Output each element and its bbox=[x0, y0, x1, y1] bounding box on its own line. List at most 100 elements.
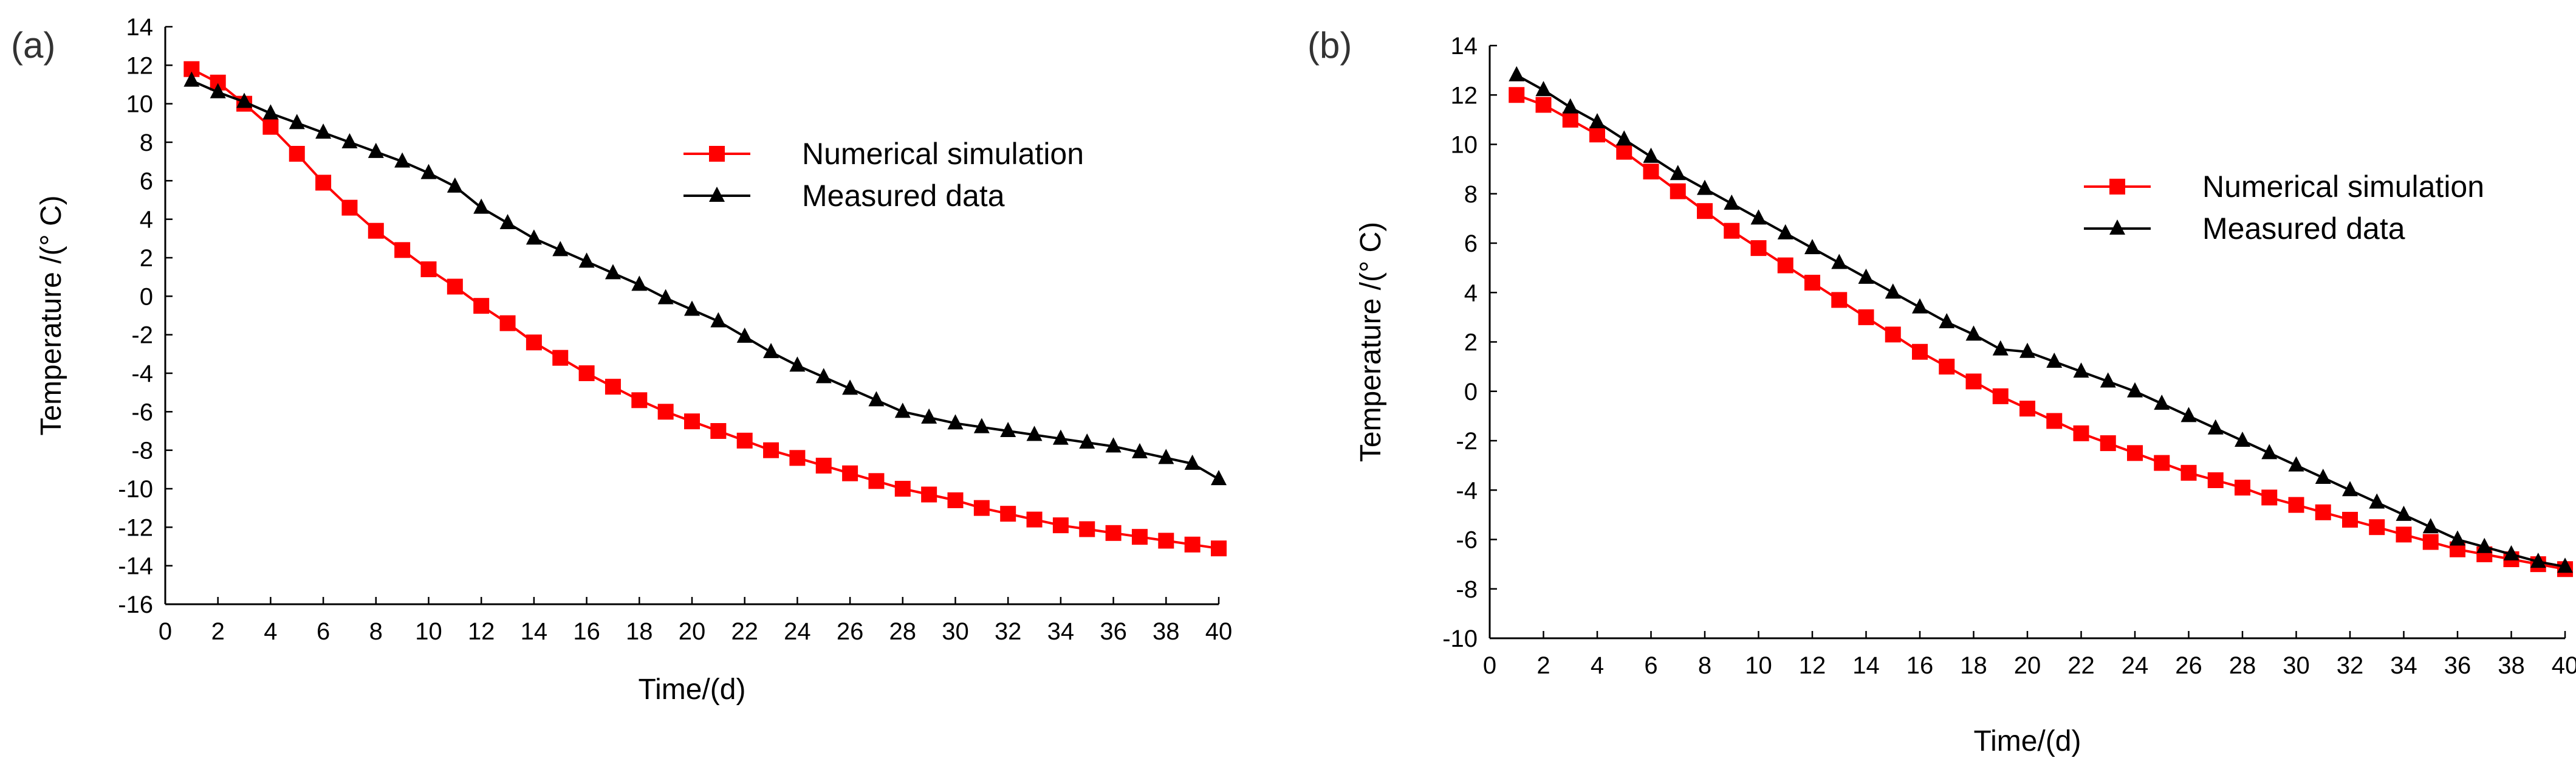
y-tick-label: 14 bbox=[1451, 33, 1478, 60]
data-point bbox=[2369, 519, 2385, 536]
x-tick-label: 28 bbox=[889, 618, 917, 645]
data-point bbox=[1858, 309, 1874, 325]
y-tick-label: 4 bbox=[1464, 280, 1478, 306]
x-tick-label: 40 bbox=[1205, 618, 1233, 645]
legend-label: Measured data bbox=[2202, 212, 2405, 246]
data-point bbox=[2100, 435, 2116, 452]
y-tick-label: -10 bbox=[1442, 626, 1478, 652]
data-point bbox=[473, 198, 490, 214]
data-point bbox=[447, 177, 463, 193]
data-point bbox=[1079, 521, 1095, 537]
data-point bbox=[2288, 497, 2304, 513]
legend: Numerical simulation Measured data bbox=[683, 137, 1084, 213]
data-point bbox=[262, 104, 279, 120]
data-point bbox=[1105, 437, 1122, 453]
data-point bbox=[2235, 480, 2250, 496]
x-tick-label: 40 bbox=[2552, 652, 2576, 679]
x-tick-label: 32 bbox=[2337, 652, 2364, 679]
data-point bbox=[1912, 343, 1928, 360]
data-point bbox=[2530, 553, 2546, 568]
data-point bbox=[2127, 445, 2143, 461]
y-tick-label: -16 bbox=[118, 591, 153, 618]
y-tick-label: 10 bbox=[126, 91, 154, 118]
x-tick-label: 22 bbox=[2067, 652, 2095, 679]
data-point bbox=[1535, 97, 1552, 113]
data-point bbox=[2288, 456, 2304, 472]
data-point bbox=[1562, 111, 1578, 128]
data-point bbox=[2073, 362, 2089, 378]
data-point bbox=[183, 71, 200, 87]
data-point bbox=[710, 423, 727, 439]
data-point bbox=[315, 123, 332, 139]
data-point bbox=[499, 315, 516, 331]
data-point bbox=[684, 300, 700, 316]
data-point bbox=[973, 418, 990, 433]
data-point bbox=[1992, 388, 2009, 404]
data-point bbox=[2019, 401, 2035, 417]
x-tick-label: 8 bbox=[369, 618, 383, 645]
series-numerical-simulation bbox=[183, 61, 1227, 557]
data-point bbox=[420, 164, 437, 179]
data-point bbox=[473, 298, 490, 314]
data-point bbox=[2180, 407, 2197, 422]
x-tick-label: 38 bbox=[1153, 618, 1180, 645]
data-point bbox=[2180, 464, 2197, 481]
legend-marker bbox=[709, 146, 725, 162]
data-point bbox=[1158, 532, 1174, 549]
x-tick-label: 20 bbox=[679, 618, 706, 645]
data-point bbox=[552, 350, 569, 366]
y-tick-label: 0 bbox=[1464, 379, 1478, 405]
data-point bbox=[2261, 444, 2278, 460]
data-point bbox=[2396, 526, 2412, 543]
data-point bbox=[947, 492, 964, 508]
data-point bbox=[1697, 179, 1713, 195]
data-point bbox=[1079, 433, 1095, 449]
data-point bbox=[2207, 472, 2224, 488]
data-point bbox=[2396, 505, 2412, 521]
x-tick-label: 30 bbox=[2283, 652, 2310, 679]
data-point bbox=[526, 229, 542, 245]
data-point bbox=[1858, 268, 1874, 284]
data-point bbox=[1052, 429, 1069, 445]
data-point bbox=[2342, 481, 2358, 497]
data-point bbox=[1831, 292, 1848, 308]
data-point bbox=[842, 379, 858, 395]
data-point bbox=[1616, 130, 1632, 146]
data-point bbox=[1992, 340, 2009, 356]
data-point bbox=[2315, 468, 2331, 484]
data-point bbox=[973, 500, 990, 516]
series-line bbox=[191, 67, 1219, 550]
data-point bbox=[552, 241, 569, 257]
data-point bbox=[842, 465, 858, 481]
data-point bbox=[1912, 298, 1928, 314]
series-measured-data bbox=[1509, 66, 2573, 573]
x-tick-label: 36 bbox=[2444, 652, 2472, 679]
y-tick-label: 8 bbox=[140, 129, 153, 156]
data-point bbox=[1670, 165, 1686, 181]
data-point bbox=[868, 391, 885, 407]
x-tick-label: 30 bbox=[942, 618, 969, 645]
data-point bbox=[1509, 87, 1525, 103]
x-tick-label: 10 bbox=[415, 618, 442, 645]
y-tick-label: -4 bbox=[131, 360, 153, 387]
data-point bbox=[1750, 240, 1767, 257]
x-tick-label: 14 bbox=[521, 618, 548, 645]
data-point bbox=[1562, 98, 1578, 114]
data-point bbox=[1211, 540, 1227, 557]
data-point bbox=[394, 242, 411, 258]
data-point bbox=[921, 408, 937, 424]
x-tick-label: 0 bbox=[1483, 652, 1496, 679]
data-point bbox=[526, 334, 542, 351]
data-point bbox=[605, 379, 621, 395]
series-line bbox=[191, 79, 1220, 480]
x-tick-label: 20 bbox=[2014, 652, 2041, 679]
y-tick-label: 6 bbox=[1464, 230, 1478, 257]
data-point bbox=[1643, 164, 1659, 180]
data-point bbox=[1750, 209, 1767, 225]
y-axis-label: Temperature /(° C) bbox=[35, 195, 67, 435]
legend-label: Numerical simulation bbox=[2202, 170, 2484, 204]
y-axis-label: Temperature /(° C) bbox=[1355, 222, 1387, 462]
y-tick-label: -8 bbox=[1456, 576, 1478, 603]
data-point bbox=[1616, 143, 1632, 160]
